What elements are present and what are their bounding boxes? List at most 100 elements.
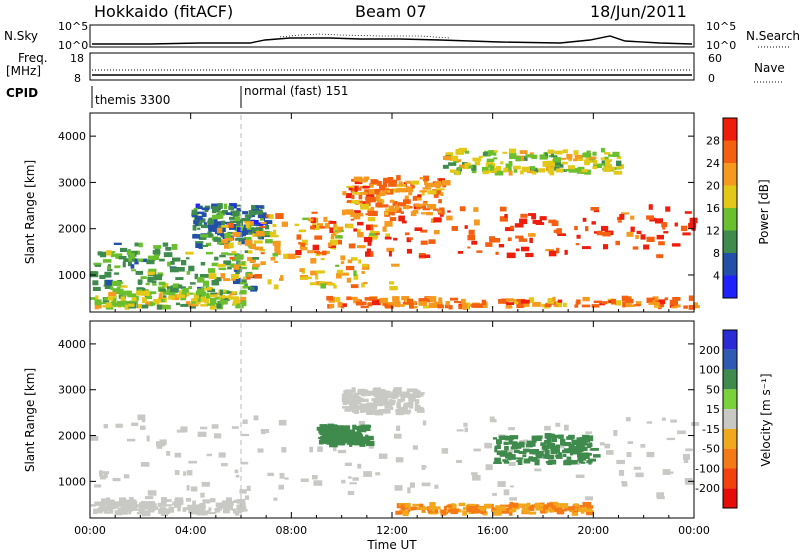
- echo-cell: [366, 435, 374, 440]
- echo-cell: [567, 165, 576, 170]
- power-colorbar-tick: 28: [706, 135, 720, 148]
- echo-cell: [166, 451, 171, 456]
- echo-cell: [137, 508, 141, 512]
- echo-cell: [403, 410, 411, 415]
- echo-cell: [176, 429, 185, 433]
- velocity-echo-field: [90, 387, 700, 517]
- echo-cell: [209, 512, 217, 515]
- echo-cell: [176, 294, 185, 298]
- echo-cell: [143, 501, 149, 507]
- echo-cell: [429, 296, 437, 302]
- echo-cell: [349, 296, 358, 300]
- echo-cell: [351, 194, 355, 200]
- echo-cell: [214, 230, 218, 235]
- echo-cell: [573, 158, 578, 162]
- echo-cell: [362, 185, 370, 189]
- echo-cell: [269, 234, 279, 238]
- echo-cell: [557, 299, 563, 303]
- echo-cell: [215, 502, 222, 507]
- echo-cell: [110, 508, 114, 514]
- velocity-colorbar-bin: [723, 369, 737, 390]
- echo-cell: [360, 408, 366, 412]
- echo-cell: [566, 448, 576, 453]
- echo-cell: [180, 426, 188, 433]
- echo-cell: [471, 508, 480, 514]
- power-x-ticks: [89, 113, 695, 312]
- echo-cell: [531, 214, 537, 220]
- echo-cell: [233, 499, 241, 503]
- echo-cell: [151, 280, 157, 284]
- echo-cell: [527, 505, 535, 511]
- echo-cell: [136, 250, 140, 255]
- echo-cell: [337, 302, 343, 308]
- echo-cell: [255, 227, 259, 230]
- echo-cell: [200, 492, 205, 498]
- echo-cell: [322, 250, 327, 256]
- echo-cell: [487, 152, 491, 156]
- echo-cell: [90, 504, 96, 507]
- echo-cell: [692, 217, 698, 224]
- echo-cell: [685, 480, 694, 485]
- echo-cell: [416, 409, 425, 413]
- echo-cell: [451, 503, 456, 507]
- echo-cell: [97, 251, 102, 256]
- echo-cell: [544, 449, 550, 456]
- echo-cell: [137, 279, 143, 284]
- echo-cell: [199, 274, 209, 278]
- echo-cell: [131, 297, 137, 301]
- echo-cell: [202, 499, 211, 504]
- echo-cell: [509, 153, 517, 160]
- echo-cell: [472, 157, 482, 162]
- echo-cell: [621, 481, 627, 484]
- echo-cell: [341, 272, 349, 276]
- echo-cell: [162, 242, 169, 247]
- echo-cell: [383, 177, 392, 184]
- echo-cell: [95, 305, 102, 309]
- echo-cell: [318, 439, 324, 445]
- echo-cell: [413, 390, 421, 394]
- echo-cell: [105, 497, 111, 502]
- echo-cell: [361, 282, 365, 288]
- echo-cell: [136, 290, 145, 296]
- echo-cell: [234, 238, 244, 241]
- echo-cell: [455, 149, 465, 155]
- echo-cell: [170, 267, 179, 273]
- echo-cell: [205, 294, 211, 299]
- echo-cell: [375, 193, 381, 199]
- echo-cell: [259, 225, 266, 228]
- echo-cell: [656, 254, 664, 259]
- echo-cell: [217, 263, 226, 268]
- x-tick-label: 12:00: [376, 524, 408, 537]
- echo-cell: [660, 302, 665, 308]
- echo-cell: [272, 224, 277, 228]
- echo-cell: [194, 222, 203, 227]
- echo-cell: [464, 162, 471, 167]
- echo-cell: [141, 297, 147, 304]
- echo-cell: [223, 260, 232, 266]
- echo-cell: [162, 305, 171, 310]
- echo-cell: [200, 296, 205, 303]
- echo-cell: [429, 502, 436, 507]
- echo-cell: [433, 230, 440, 235]
- echo-cell: [408, 403, 414, 409]
- echo-cell: [582, 296, 590, 302]
- echo-cell: [424, 254, 431, 258]
- echo-cell: [112, 294, 116, 299]
- echo-cell: [568, 434, 575, 439]
- echo-cell: [402, 204, 410, 210]
- echo-cell: [323, 216, 328, 222]
- echo-cell: [601, 160, 606, 164]
- echo-cell: [630, 226, 635, 232]
- echo-cell: [368, 189, 375, 195]
- echo-cell: [550, 153, 554, 158]
- echo-cell: [210, 292, 217, 295]
- echo-cell: [353, 228, 358, 232]
- echo-cell: [586, 503, 591, 506]
- echo-cell: [502, 151, 508, 154]
- echo-cell: [211, 262, 219, 267]
- echo-cell: [114, 303, 119, 306]
- echo-cell: [156, 304, 163, 310]
- echo-cell: [433, 192, 439, 198]
- echo-cell: [535, 507, 544, 511]
- echo-cell: [407, 487, 411, 494]
